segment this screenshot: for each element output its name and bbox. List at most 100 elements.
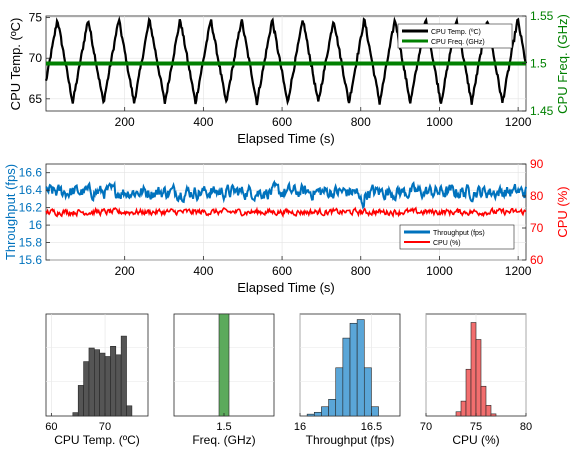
h1-bar	[120, 335, 127, 417]
h2-ticks: 1.5	[216, 413, 232, 433]
h1-bar	[88, 347, 95, 417]
h3-bar	[328, 399, 337, 417]
h1-bar	[99, 352, 106, 417]
h4-bar	[475, 339, 482, 417]
p2-xtick-label: 200	[115, 264, 135, 278]
h4-bar	[480, 385, 487, 417]
p2-legend-label-cpu: CPU (%)	[433, 240, 461, 247]
p1-xlabel: Elapsed Time (s)	[237, 131, 335, 146]
p1-series	[44, 15, 528, 106]
h4-xtick-label: 75	[470, 421, 482, 433]
p2-ytick-label-right: 70	[530, 221, 544, 235]
h1-bar	[115, 354, 122, 417]
h4-bars	[455, 322, 497, 417]
h4-bar	[465, 368, 472, 417]
p2-series-throughput	[45, 179, 527, 210]
p2-xlabel: Elapsed Time (s)	[237, 280, 335, 295]
p1-legend: CPU Temp. (ºC) CPU Freq. (GHz)	[397, 23, 513, 49]
p1-xtick-label: 200	[115, 115, 135, 129]
h1-xtick-label: 60	[45, 421, 57, 433]
h3-bar	[335, 367, 344, 417]
p2-ylabel-right: CPU (%)	[555, 186, 570, 237]
p1-ylabel-left: CPU Temp. (ºC)	[8, 18, 23, 111]
p2-legend-label-throughput: Throughput (fps)	[433, 230, 485, 237]
h2-bar	[218, 313, 230, 417]
h4-bar	[490, 413, 497, 417]
p2-legend: Throughput (fps) CPU (%)	[399, 224, 515, 250]
h3-bar	[371, 406, 379, 417]
h1-bar	[94, 349, 100, 417]
p1-grid	[46, 16, 526, 111]
p2-series-cpu	[45, 206, 527, 219]
h1-ticks: 60 70	[45, 413, 111, 433]
h4-bar	[460, 400, 467, 417]
p1-legend-label-temp: CPU Temp. (ºC)	[431, 29, 481, 36]
h3-bar	[313, 411, 322, 417]
p2-xtick-label: 1200	[505, 264, 532, 278]
p2-ytick-label-right: 90	[530, 157, 544, 171]
p1-ylabel-right: CPU Freq. (GHz)	[555, 14, 570, 114]
p2-ytick-label-right: 80	[530, 189, 544, 203]
h1-bar	[72, 412, 79, 417]
p1-ytick-label-right: 1.45	[530, 104, 554, 118]
h3-bar	[349, 322, 358, 417]
panel-temp-freq: 200 400 600 800 1000 1200 65 70 75 1.45 1.5 1.55 CP…	[8, 9, 570, 146]
hist-cpu-temp: 60 70 CPU Temp. (ºC)	[45, 313, 149, 447]
h4-bar	[455, 411, 462, 417]
p1-ytick-label-left: 70	[29, 51, 43, 65]
h3-ticks: 16 16.5	[294, 413, 382, 433]
p2-ytick-label-left: 16.6	[19, 166, 43, 180]
p2-xtick-label: 600	[272, 264, 292, 278]
p2-legend-box	[399, 224, 515, 250]
h4-xlabel: CPU (%)	[452, 433, 499, 447]
p2-ytick-label-left: 15.8	[19, 236, 43, 250]
p2-xtick-label: 800	[351, 264, 371, 278]
hist-throughput: 16 16.5 Throughput (fps)	[294, 313, 401, 447]
h1-bar	[77, 385, 84, 417]
h3-bar	[306, 413, 315, 417]
h1-bar	[83, 361, 90, 417]
p1-xtick-label: 600	[272, 115, 292, 129]
p1-xtick-label: 1000	[426, 115, 453, 129]
h3-xlabel: Throughput (fps)	[306, 433, 395, 447]
p1-legend-label-freq: CPU Freq. (GHz)	[431, 39, 485, 46]
p1-xtick-label: 1200	[505, 115, 532, 129]
h4-bar	[470, 322, 477, 417]
p1-ticks: 200 400 600 800 1000 1200 65 70 75 1.45 1.5 1.55	[29, 9, 554, 129]
panel-throughput-cpu: 200 400 600 800 1000 1200 15.6 15.8 16 16.2 16.4 16…	[3, 157, 570, 295]
h1-bar	[126, 405, 133, 417]
h4-bar	[485, 405, 492, 417]
h3-xtick-label: 16.5	[361, 421, 382, 433]
p2-xtick-label: 400	[193, 264, 213, 278]
p2-ytick-label-left: 16.4	[19, 183, 43, 197]
h2-bars	[218, 313, 230, 417]
h4-xtick-label: 70	[420, 421, 432, 433]
p2-ytick-label-left: 16	[29, 218, 43, 232]
p1-xtick-label: 400	[193, 115, 213, 129]
p2-ytick-label-right: 60	[530, 253, 544, 267]
p2-ylabel-left: Throughput (fps)	[3, 164, 18, 260]
p1-xtick-label: 800	[351, 115, 371, 129]
h4-ticks: 70 75 80	[420, 413, 532, 433]
hist-cpu: 70 75 80 CPU (%)	[420, 313, 532, 447]
h1-xtick-label: 70	[99, 421, 111, 433]
h3-bar	[356, 319, 365, 417]
h4-xtick-label: 80	[520, 421, 532, 433]
p1-ytick-label-left: 65	[29, 92, 43, 106]
p1-ytick-label-right: 1.5	[530, 57, 547, 71]
h3-bar	[363, 367, 372, 417]
h3-bar	[321, 406, 329, 417]
p2-ytick-label-left: 16.2	[19, 201, 43, 215]
p1-ytick-label-left: 75	[29, 11, 43, 25]
p1-ytick-label-right: 1.55	[530, 9, 554, 23]
h2-xtick-label: 1.5	[216, 421, 231, 433]
h3-xtick-label: 16	[294, 421, 306, 433]
h1-bar	[110, 345, 117, 417]
hist-freq: 1.5 Freq. (GHz)	[173, 313, 275, 447]
h2-xlabel: Freq. (GHz)	[192, 433, 255, 447]
p2-series	[45, 179, 527, 219]
h3-bars	[306, 319, 379, 417]
h1-xlabel: CPU Temp. (ºC)	[54, 433, 140, 447]
p2-ytick-label-left: 15.6	[19, 253, 43, 267]
p2-ticks: 200 400 600 800 1000 1200 15.6 15.8 16 16.2 16.4 16…	[19, 157, 544, 278]
